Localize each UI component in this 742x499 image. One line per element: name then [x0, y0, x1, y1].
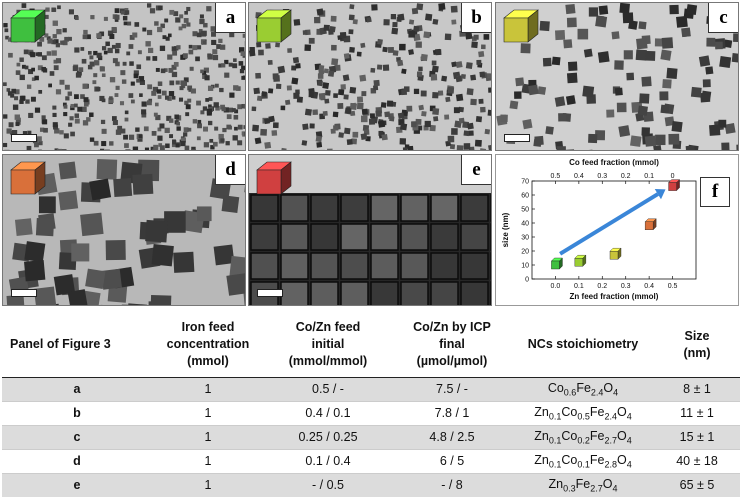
cell-size: 65 ± 5	[654, 472, 740, 497]
table-row: d 1 0.1 / 0.4 6 / 5 Zn0.1Co0.1Fe2.8O4 40…	[2, 448, 740, 473]
x-tick-label: 0.0	[551, 283, 561, 290]
y-tick-label: 40	[521, 221, 529, 228]
micrograph-panel-d: d	[2, 154, 246, 306]
micrograph-panel-c: c	[495, 2, 739, 151]
cell-panel: a	[2, 376, 152, 401]
x2-tick-label: 0.4	[574, 173, 584, 180]
table-row: a 1 0.5 / - 7.5 / - Co0.6Fe2.4O4 8 ± 1	[2, 376, 740, 401]
cell-panel: d	[2, 448, 152, 473]
micrograph-image	[3, 155, 245, 305]
cube-icon	[503, 9, 539, 43]
x2-tick-label: 0.1	[644, 173, 654, 180]
scale-bar	[11, 289, 37, 297]
cell-stoichiometry: Zn0.1Co0.2Fe2.7O4	[512, 424, 654, 449]
header-iron-feed: Iron feed concentration (mmol)	[152, 313, 264, 378]
x2-axis-label: Co feed fraction (mmol)	[569, 158, 659, 167]
scale-bar	[504, 134, 530, 142]
cell-size: 15 ± 1	[654, 424, 740, 449]
micrograph-panel-b: b	[248, 2, 492, 151]
cell-feed: 0.1 / 0.4	[264, 448, 392, 473]
data-point	[668, 179, 681, 192]
plot-frame	[531, 180, 697, 280]
x-tick-label: 0.5	[668, 283, 678, 290]
cell-stoichiometry: Co0.6Fe2.4O4	[512, 376, 654, 401]
data-point	[609, 247, 622, 260]
cell-size: 40 ± 18	[654, 448, 740, 473]
cell-icp: - / 8	[392, 472, 512, 497]
y-tick-label: 50	[521, 207, 529, 214]
cube-icon	[10, 9, 46, 43]
panel-letter: f	[700, 177, 730, 207]
cell-icp: 6 / 5	[392, 448, 512, 473]
x-tick-label: 0.3	[621, 283, 631, 290]
cell-feed: 0.4 / 0.1	[264, 400, 392, 425]
cell-feed: - / 0.5	[264, 472, 392, 497]
y-tick-label: 70	[521, 179, 529, 186]
table-header-row: Panel of Figure 3 Iron feed concentratio…	[2, 313, 740, 378]
micrograph-image	[3, 3, 245, 150]
header-feed-initial: Co/Zn feed initial (mmol/mmol)	[264, 313, 392, 378]
cell-iron: 1	[152, 376, 264, 401]
results-table: Panel of Figure 3 Iron feed concentratio…	[2, 313, 740, 497]
x-tick-label: 0.2	[597, 283, 607, 290]
cell-stoichiometry: Zn0.3Fe2.7O4	[512, 472, 654, 497]
cell-icp: 7.5 / -	[392, 376, 512, 401]
trend-arrow-head	[654, 188, 666, 200]
x-tick-label: 0.1	[574, 283, 584, 290]
x2-tick-label: 0.3	[597, 173, 607, 180]
y-axis-label: size (nm)	[501, 212, 510, 247]
header-panel: Panel of Figure 3	[2, 313, 152, 378]
micrograph-panel-e: e	[248, 154, 492, 306]
y-tick-label: 10	[521, 263, 529, 270]
cell-stoichiometry: Zn0.1Co0.1Fe2.8O4	[512, 448, 654, 473]
scale-bar	[11, 134, 37, 142]
cell-size: 11 ± 1	[654, 400, 740, 425]
cell-panel: b	[2, 400, 152, 425]
x2-tick-label: 0.2	[621, 173, 631, 180]
trend-arrow	[559, 192, 659, 256]
panel-letter: a	[215, 3, 245, 33]
y-tick-label: 30	[521, 235, 529, 242]
cell-feed: 0.25 / 0.25	[264, 424, 392, 449]
header-icp-final: Co/Zn by ICP final (µmol/µmol)	[392, 313, 512, 378]
panel-letter: d	[215, 155, 245, 185]
x-axis-label: Zn feed fraction (mmol)	[570, 292, 659, 301]
cell-iron: 1	[152, 400, 264, 425]
x2-tick-label: 0	[671, 173, 675, 180]
cube-icon	[10, 161, 46, 195]
data-point	[574, 254, 587, 267]
table-row: b 1 0.4 / 0.1 7.8 / 1 Zn0.1Co0.5Fe2.4O4 …	[2, 400, 740, 425]
cell-icp: 4.8 / 2.5	[392, 424, 512, 449]
panel-letter: c	[708, 3, 738, 33]
chart-panel-f: 0.0 0.1 0.2 0.3 0.4 0.5 0.5 0.4 0.3 0.2 0.1 0 0 10 20 3…	[495, 154, 739, 306]
data-point	[550, 257, 563, 270]
cell-size: 8 ± 1	[654, 376, 740, 401]
cube-icon	[256, 9, 292, 43]
x2-tick-label: 0.5	[551, 173, 561, 180]
micrograph-panel-a: a	[2, 2, 246, 151]
scale-bar	[257, 289, 283, 297]
cell-iron: 1	[152, 472, 264, 497]
y-tick-label: 60	[521, 193, 529, 200]
cell-iron: 1	[152, 424, 264, 449]
table-row: e 1 - / 0.5 - / 8 Zn0.3Fe2.7O4 65 ± 5	[2, 472, 740, 497]
x-tick-label: 0.4	[644, 283, 654, 290]
cell-panel: e	[2, 472, 152, 497]
table-row: c 1 0.25 / 0.25 4.8 / 2.5 Zn0.1Co0.2Fe2.…	[2, 424, 740, 449]
y-tick-label: 20	[521, 249, 529, 256]
cell-iron: 1	[152, 448, 264, 473]
cell-stoichiometry: Zn0.1Co0.5Fe2.4O4	[512, 400, 654, 425]
panel-letter: e	[461, 155, 491, 185]
cell-feed: 0.5 / -	[264, 376, 392, 401]
header-size: Size (nm)	[654, 313, 740, 378]
cell-panel: c	[2, 424, 152, 449]
header-stoichiometry: NCs stoichiometry	[512, 313, 654, 378]
cube-icon	[256, 161, 292, 195]
size-vs-feed-scatter-chart: 0.0 0.1 0.2 0.3 0.4 0.5 0.5 0.4 0.3 0.2 0.1 0 0 10 20 3…	[501, 158, 697, 301]
y-tick-label: 0	[525, 277, 529, 284]
data-point	[644, 218, 657, 231]
cell-icp: 7.8 / 1	[392, 400, 512, 425]
panel-letter: b	[461, 3, 491, 33]
